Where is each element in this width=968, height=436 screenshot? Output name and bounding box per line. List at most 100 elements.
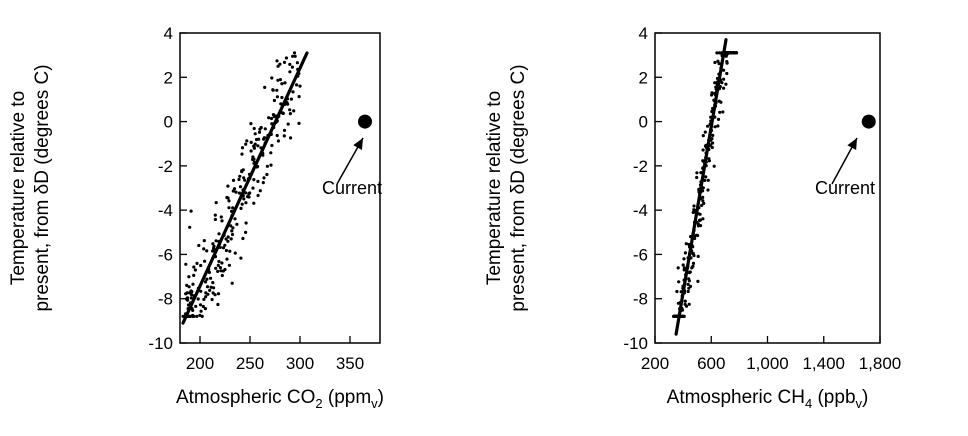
scatter-point	[240, 152, 244, 156]
y-tick-label: 0	[639, 113, 648, 132]
scatter-point	[702, 201, 706, 205]
scatter-point	[696, 222, 700, 226]
scatter-point	[720, 81, 724, 85]
y-tick-label: -4	[633, 201, 648, 220]
scatter-point	[226, 235, 230, 239]
scatter-point	[270, 76, 274, 80]
scatter-point	[719, 100, 723, 104]
scatter-point	[711, 141, 715, 145]
plot-frame	[179, 32, 381, 344]
scatter-point	[220, 219, 224, 223]
scatter-point	[288, 62, 292, 66]
scatter-point	[191, 282, 195, 286]
x-axis-label-part: (ppb	[812, 387, 855, 408]
scatter-point	[703, 130, 707, 134]
y-axis-label-line2: present, from δD (degrees C)	[508, 64, 529, 311]
scatter-point	[284, 56, 288, 60]
scatter-point	[721, 110, 725, 114]
scatter-point	[223, 243, 227, 247]
scatter-point	[280, 82, 284, 86]
scatter-point	[208, 288, 212, 292]
scatter-point	[684, 242, 688, 246]
scatter-point	[282, 134, 286, 138]
scatter-point	[686, 289, 690, 294]
scatter-point	[275, 95, 279, 99]
scatter-point	[229, 237, 233, 241]
scatter-point	[292, 51, 297, 55]
scatter-point	[195, 261, 199, 265]
scatter-point	[249, 122, 253, 126]
scatter-point	[211, 249, 215, 253]
scatter-point	[716, 124, 720, 128]
scatter-point	[214, 266, 218, 270]
scatter-point	[219, 269, 223, 273]
scatter-point	[687, 271, 692, 275]
scatter-point	[244, 230, 248, 234]
scatter-point	[218, 266, 222, 270]
scatter-point	[247, 195, 251, 199]
scatter-point	[213, 293, 217, 297]
scatter-point	[263, 85, 267, 89]
scatter-point	[278, 78, 282, 82]
scatter-point	[713, 81, 717, 85]
scatter-point	[706, 188, 710, 192]
scatter-point	[237, 177, 241, 182]
scatter-point	[256, 179, 260, 183]
scatter-point	[701, 195, 705, 199]
scatter-point	[722, 86, 726, 90]
scatter-point	[267, 116, 271, 120]
scatter-point	[725, 51, 729, 55]
x-tick-label: 200	[641, 354, 669, 373]
scatter-point	[203, 307, 207, 311]
scatter-point	[202, 297, 206, 301]
y-tick-label: 0	[164, 113, 173, 132]
scatter-point	[216, 292, 221, 296]
scatter-point	[253, 132, 257, 136]
scatter-point	[205, 249, 209, 253]
scatter-point	[270, 143, 274, 148]
scatter-point	[225, 257, 229, 261]
scatter-point	[706, 178, 710, 182]
scatter-point	[674, 314, 678, 318]
scatter-point	[691, 252, 695, 256]
scatter-point	[203, 259, 207, 263]
scatter-point	[201, 304, 205, 309]
chart-co2: -10 -8 -6 -4 -2 0 2 4 200 250 300 350 Temperature re…	[8, 24, 384, 411]
scatter-point	[704, 175, 708, 179]
scatter-point	[696, 279, 700, 283]
scatter-point	[262, 176, 266, 180]
scatter-point	[244, 221, 248, 225]
scatter-point	[238, 185, 243, 189]
scatter-point	[242, 176, 246, 180]
scatter-point	[227, 199, 231, 203]
scatter-point	[690, 266, 694, 270]
scatter-point	[216, 302, 220, 307]
scatter-point	[701, 134, 705, 138]
current-arrowhead	[353, 138, 363, 151]
scatter-point	[204, 295, 208, 299]
scatter-point	[193, 268, 197, 272]
scatter-point	[220, 261, 224, 265]
current-label: Current	[322, 178, 382, 198]
scatter-point	[245, 139, 249, 143]
scatter-point	[258, 189, 262, 193]
scatter-point	[701, 217, 705, 221]
scatter-point	[251, 157, 255, 162]
scatter-point	[202, 239, 206, 243]
scatter-point	[289, 136, 293, 140]
y-tick-label: -6	[633, 245, 648, 264]
scatter-point	[729, 51, 733, 55]
scatter-point	[269, 163, 273, 167]
scatter-point	[185, 296, 190, 300]
x-axis-label-part: v	[856, 396, 863, 411]
scatter-point	[227, 263, 231, 267]
y-tick-label: 2	[164, 68, 173, 87]
x-axis-label: Atmospheric CH4 (ppbv)	[667, 387, 869, 411]
scatter-point	[242, 197, 246, 201]
regression-line	[181, 51, 309, 325]
scatter-point	[683, 299, 687, 303]
scatter-point	[722, 77, 726, 81]
scatter-point	[297, 121, 301, 125]
scatter-point	[233, 251, 237, 255]
scatter-point	[203, 280, 208, 284]
